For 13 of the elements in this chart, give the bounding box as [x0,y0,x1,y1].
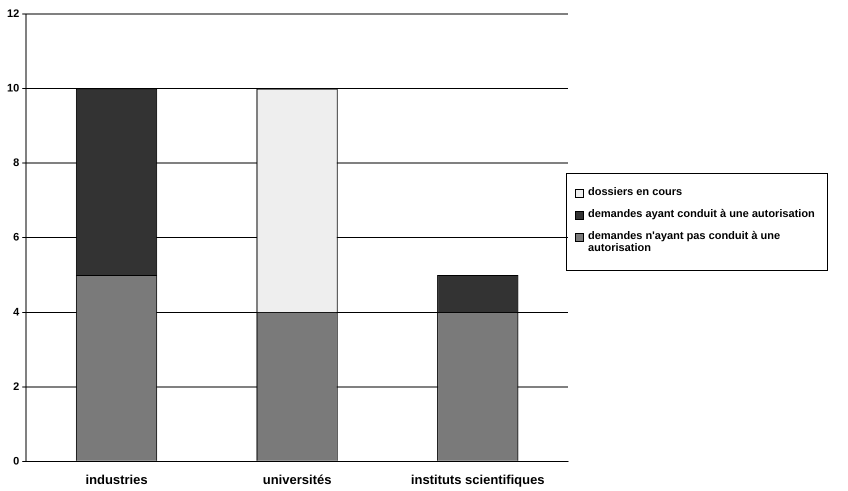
legend-label: dossiers en cours [588,186,682,198]
legend-label: demandes n'ayant pas conduit à une autorisation [588,230,782,254]
legend-label: demandes ayant conduit à une autorisation [588,208,815,220]
y-tick-label: 4 [13,306,20,318]
x-tick-label: universités [262,472,332,487]
y-tick-label: 2 [13,380,20,393]
y-tick-label: 6 [13,232,20,244]
y-tick-label: 12 [6,8,20,20]
y-tick-label: 8 [13,157,20,170]
x-tick-label: industries [85,472,148,487]
y-tick-label: 10 [6,82,20,95]
y-tick-label: 0 [13,455,20,468]
x-tick-label: instituts scientifiques [410,472,545,487]
